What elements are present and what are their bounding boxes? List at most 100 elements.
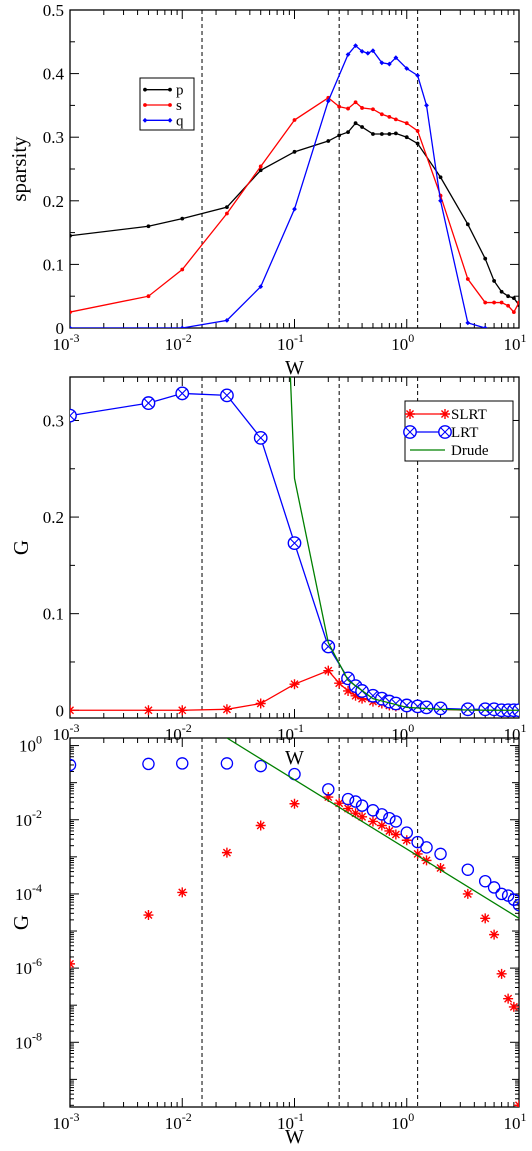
data-point-cross — [70, 410, 75, 421]
data-point — [433, 701, 448, 716]
data-point — [70, 958, 75, 969]
data-point — [489, 929, 500, 940]
y-tick-label: 0.2 — [43, 192, 64, 211]
x-tick-label: 10-3 — [53, 1110, 80, 1133]
legend-marker — [438, 425, 452, 439]
data-point — [435, 863, 446, 874]
legend-marker — [440, 409, 450, 419]
data-point — [517, 300, 519, 305]
legend-label: Drude — [451, 443, 489, 459]
x-axis-label: W — [285, 1126, 304, 1146]
data-point — [389, 815, 403, 828]
x-tick-label: 10-1 — [277, 331, 304, 354]
y-tick-label: 0 — [56, 701, 65, 720]
data-point — [70, 705, 75, 716]
y-tick-label: 10-2 — [15, 807, 42, 830]
legend-marker-cross — [440, 427, 450, 437]
data-point-cross — [421, 702, 432, 713]
legend-marker-cross — [405, 427, 415, 437]
data-point — [337, 133, 342, 138]
data-point — [292, 206, 297, 212]
data-point — [258, 164, 263, 169]
data-point — [337, 104, 342, 109]
data-point — [492, 279, 496, 283]
data-point — [499, 289, 504, 294]
data-point — [225, 211, 229, 216]
data-point — [371, 132, 375, 136]
plot-area — [70, 738, 519, 1107]
data-point — [483, 300, 488, 305]
data-point — [383, 811, 396, 825]
legend-item-drude: Drude — [410, 443, 489, 459]
data-point — [349, 795, 362, 808]
data-point — [220, 388, 234, 403]
data-point-cross — [514, 705, 519, 716]
series-drude — [289, 377, 519, 711]
data-point — [393, 117, 398, 122]
data-point — [400, 826, 413, 839]
data-point — [375, 808, 389, 821]
data-point — [465, 320, 471, 326]
data-point — [323, 665, 334, 676]
legend-marker — [167, 117, 173, 123]
data-point — [384, 825, 395, 836]
data-point — [255, 820, 266, 831]
data-point — [225, 205, 229, 210]
data-point-cross — [143, 398, 154, 408]
series-p — [70, 121, 519, 308]
data-point — [365, 50, 371, 56]
data-point — [353, 100, 358, 105]
data-point — [258, 284, 264, 290]
data-point — [465, 222, 470, 227]
data-point — [462, 888, 473, 899]
data-point — [465, 277, 470, 281]
data-point — [438, 175, 443, 180]
data-point — [386, 61, 392, 67]
data-point — [492, 300, 496, 305]
data-point — [355, 799, 369, 812]
legend-label: LRT — [451, 425, 478, 441]
legend-marker — [403, 425, 417, 439]
data-point — [357, 811, 368, 822]
data-point — [434, 847, 447, 861]
y-tick-label: 0.2 — [43, 508, 64, 527]
y-tick-label: 0.1 — [43, 605, 64, 624]
data-point — [370, 48, 376, 54]
data-point — [404, 66, 410, 71]
plot-frame — [69, 737, 520, 1108]
chart-panel-1: 10-3 10-2 10-1 100 101 W 0 0.1 0.2 0.3 0.4 0.5 spars… — [7, 1, 527, 379]
data-point — [421, 855, 432, 866]
x-tick-label: 101 — [504, 721, 527, 744]
data-point — [141, 396, 156, 410]
data-point — [143, 705, 154, 716]
x-tick-label: 10-2 — [165, 721, 192, 744]
legend-label: p — [176, 83, 184, 99]
data-point — [487, 881, 501, 894]
y-tick-label: 10-6 — [15, 955, 42, 978]
data-point — [478, 874, 492, 888]
legend: SLRT LRT Drude — [403, 400, 514, 462]
data-point — [514, 1100, 519, 1107]
data-point — [292, 118, 297, 122]
data-point-ring — [70, 408, 77, 423]
data-point — [350, 808, 361, 819]
data-point — [511, 296, 516, 301]
x-tick-label: 10-3 — [53, 721, 80, 744]
x-tick-label: 10-2 — [165, 331, 192, 354]
data-point-cross — [435, 703, 446, 714]
data-point — [180, 216, 185, 221]
data-point — [503, 993, 514, 1004]
data-point — [353, 121, 358, 126]
series-line — [70, 44, 486, 328]
plot-area — [70, 377, 519, 718]
series-slrt — [70, 792, 519, 1107]
data-point — [495, 887, 508, 901]
data-point — [412, 848, 423, 859]
data-point — [322, 783, 335, 796]
data-point — [345, 52, 351, 57]
x-tick-label: 100 — [391, 1110, 414, 1133]
chart-panel-3: 10-3 10-2 10-1 100 101 W 10-8 10-6 10-4 10-2 100 G — [9, 733, 527, 1148]
data-point-cross — [391, 698, 401, 709]
series-line — [226, 738, 519, 919]
